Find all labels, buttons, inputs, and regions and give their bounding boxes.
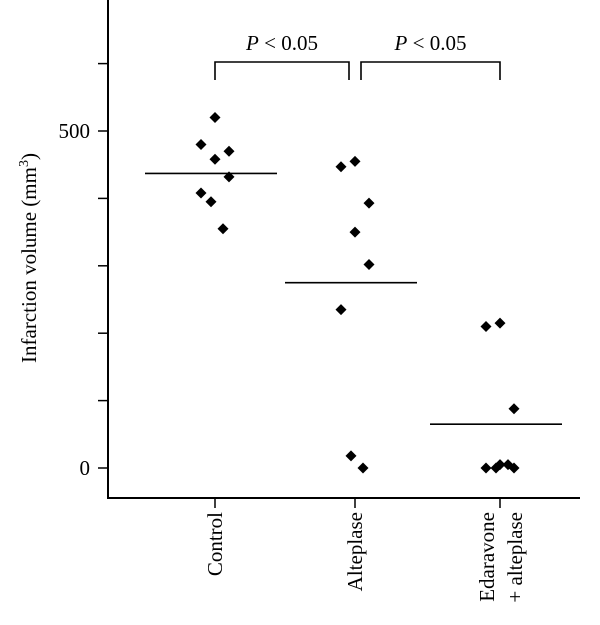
bracket-line — [360, 61, 501, 80]
category-label: Control — [203, 512, 227, 576]
mean-lines — [145, 172, 562, 425]
significance-label: P < 0.05 — [394, 31, 467, 55]
data-point — [335, 304, 347, 316]
y-axis-label: Infarction volume (mm3) — [17, 153, 41, 363]
data-point — [209, 153, 221, 165]
category-label: Alteplase — [343, 512, 367, 591]
significance-bracket: P < 0.05 — [360, 31, 501, 80]
data-point — [508, 403, 520, 415]
data-point — [195, 138, 207, 150]
category-label: Edaravone — [475, 512, 499, 602]
data-point — [223, 145, 235, 157]
significance-annotations: P < 0.05 P < 0.05 — [214, 31, 501, 80]
data-point — [217, 223, 229, 235]
data-points — [195, 112, 520, 474]
data-point — [480, 320, 492, 332]
data-point — [502, 459, 514, 471]
category-label: + alteplase — [503, 512, 527, 603]
y-tick-label: 500 — [59, 119, 91, 143]
data-point — [357, 462, 369, 474]
bracket-line — [214, 61, 350, 80]
data-point — [209, 112, 221, 124]
data-point — [480, 462, 492, 474]
data-point — [494, 317, 506, 329]
y-ticks: 0 500 — [59, 62, 501, 508]
significance-label: P < 0.05 — [245, 31, 318, 55]
data-point — [349, 155, 361, 167]
significance-bracket: P < 0.05 — [214, 31, 350, 80]
data-point — [205, 196, 217, 208]
x-tick-labels: Control Alteplase Edaravone + alteplase — [203, 512, 527, 603]
data-point — [363, 197, 375, 209]
axes — [107, 0, 580, 499]
y-tick-label: 0 — [80, 456, 91, 480]
data-point — [195, 187, 207, 199]
y-axis-label-text: Infarction volume (mm3) — [17, 153, 41, 363]
data-point — [349, 226, 361, 238]
data-point — [490, 462, 502, 474]
data-point — [335, 161, 347, 173]
data-point — [345, 450, 357, 462]
data-point — [363, 258, 375, 270]
